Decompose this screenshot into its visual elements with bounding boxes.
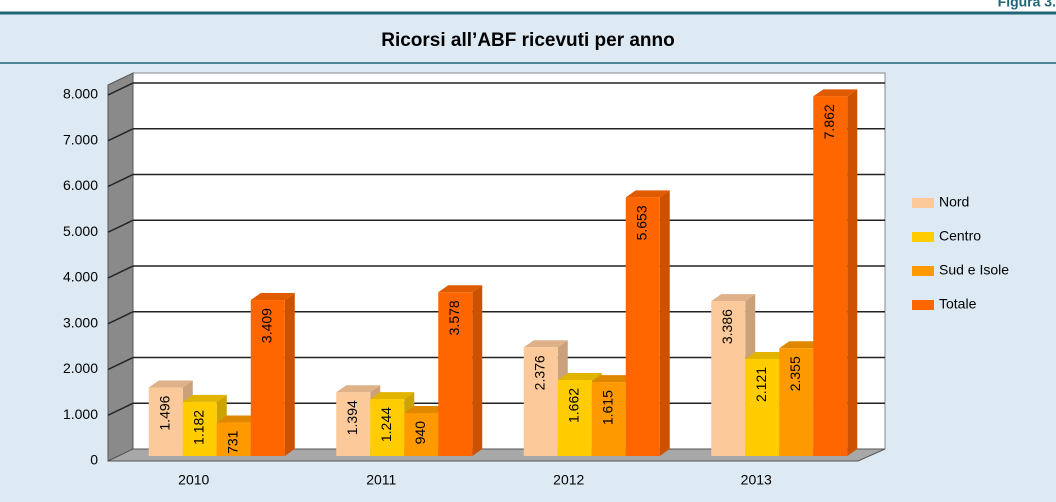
value-label: 1.182 xyxy=(190,410,206,445)
value-label: 1.244 xyxy=(378,407,394,442)
bar-top xyxy=(779,341,824,349)
value-label: 1.496 xyxy=(156,395,172,430)
bar xyxy=(813,96,848,456)
bar-side xyxy=(284,293,295,456)
grid-line-side xyxy=(107,219,134,233)
legend-label: Centro xyxy=(939,228,981,244)
y-tick-label: 8.000 xyxy=(63,86,98,102)
bar-side xyxy=(659,190,670,456)
bar xyxy=(745,358,780,456)
value-label: 1.615 xyxy=(599,390,615,425)
grid-line-side xyxy=(107,402,134,416)
bar xyxy=(591,382,626,456)
bar-top xyxy=(148,380,193,388)
legend-swatch xyxy=(912,300,934,310)
value-label: 2.376 xyxy=(531,355,547,390)
bar xyxy=(711,301,746,456)
bar-side xyxy=(472,285,483,456)
value-label: 2.121 xyxy=(753,367,769,402)
legend-swatch xyxy=(912,198,934,208)
legend-swatch xyxy=(912,232,934,242)
bar xyxy=(148,387,183,456)
value-label: 940 xyxy=(412,421,428,445)
bar-side xyxy=(847,89,858,456)
bar-top xyxy=(591,375,636,383)
y-tick-label: 4.000 xyxy=(63,269,98,285)
chart-title: Ricorsi all’ABF ricevuti per anno xyxy=(381,30,675,51)
bar xyxy=(336,392,371,456)
grid-line-side xyxy=(107,173,134,188)
bar-top xyxy=(813,89,858,97)
bar xyxy=(404,412,439,456)
bar xyxy=(625,197,660,456)
y-tick-label: 2.000 xyxy=(63,360,98,376)
bar-top xyxy=(404,405,449,413)
bar-top xyxy=(182,394,227,402)
y-tick-label: 7.000 xyxy=(63,131,98,147)
value-label: 1.394 xyxy=(344,400,360,435)
value-label: 3.386 xyxy=(719,309,735,344)
grid-line-side xyxy=(107,128,134,142)
bar-top xyxy=(216,415,261,423)
bar-top xyxy=(336,385,381,393)
grid-line-side xyxy=(107,265,134,279)
bar-top xyxy=(625,190,670,198)
bar xyxy=(370,399,405,456)
grid-line-side xyxy=(107,356,134,371)
value-label: 1.662 xyxy=(565,388,581,423)
bar-top xyxy=(250,293,295,301)
y-tick-label: 1.000 xyxy=(63,406,98,422)
bar-top xyxy=(745,351,790,359)
value-label: 731 xyxy=(224,430,240,454)
value-label: 3.578 xyxy=(446,300,462,335)
legend-label: Sud e Isole xyxy=(939,262,1009,278)
x-tick-label: 2013 xyxy=(741,472,772,488)
legend-swatch xyxy=(912,266,934,276)
x-tick-label: 2012 xyxy=(553,472,584,488)
floor xyxy=(107,448,886,462)
bar xyxy=(182,401,217,456)
bar xyxy=(523,347,558,456)
y-tick-label: 3.000 xyxy=(63,314,98,330)
bar xyxy=(216,422,251,456)
y-tick-label: 5.000 xyxy=(63,223,98,239)
bar-top xyxy=(370,392,415,400)
bar xyxy=(557,379,592,456)
y-tick-label: 0 xyxy=(90,452,98,468)
figure-label: Figura 3. xyxy=(998,0,1056,10)
bar xyxy=(779,348,814,456)
value-label: 3.409 xyxy=(258,308,274,343)
grid-line-side xyxy=(107,311,134,325)
value-label: 2.355 xyxy=(787,356,803,391)
legend-label: Totale xyxy=(939,296,977,312)
grid-line-side xyxy=(107,82,134,96)
x-tick-label: 2010 xyxy=(178,472,209,488)
bar-top xyxy=(523,340,568,348)
bar-top xyxy=(438,285,483,293)
bar xyxy=(250,300,285,456)
bar xyxy=(438,292,473,456)
bar-top xyxy=(557,372,602,380)
value-label: 7.862 xyxy=(821,104,837,139)
value-label: 5.653 xyxy=(633,205,649,240)
x-tick-label: 2011 xyxy=(366,472,396,488)
bar-top xyxy=(711,294,756,302)
y-tick-label: 6.000 xyxy=(63,177,98,193)
legend-label: Nord xyxy=(939,194,969,210)
